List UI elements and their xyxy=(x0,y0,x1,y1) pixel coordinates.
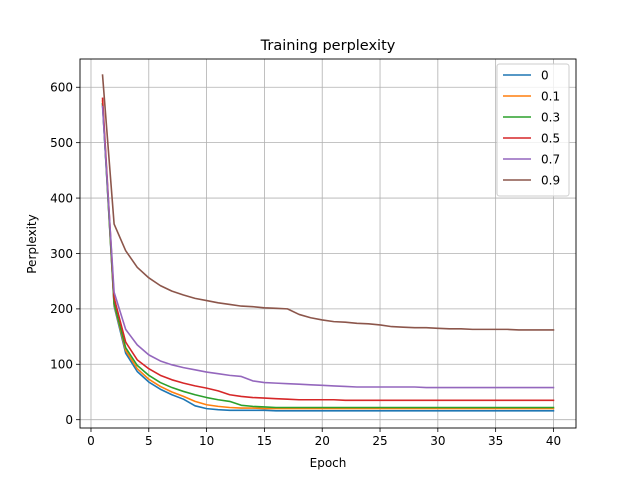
series-line-0.5 xyxy=(101,97,555,402)
legend-box xyxy=(496,63,570,197)
x-tick-label: 30 xyxy=(430,434,445,448)
x-tick-label: 25 xyxy=(372,434,387,448)
y-tick-label: 500 xyxy=(50,136,73,150)
plot-frame xyxy=(79,58,577,429)
y-tick-label: 400 xyxy=(50,191,73,205)
y-tick-label: 300 xyxy=(50,247,73,261)
grid xyxy=(80,59,576,428)
x-tick-label: 5 xyxy=(145,434,153,448)
legend-label: 0.3 xyxy=(541,110,560,124)
series-line-0 xyxy=(101,103,555,412)
x-tick-label: 40 xyxy=(546,434,561,448)
legend-label: 0.5 xyxy=(541,131,560,145)
legend-label: 0.9 xyxy=(541,173,560,187)
x-tick-label: 10 xyxy=(199,434,214,448)
y-axis-label: Perplexity xyxy=(25,214,39,274)
chart-title: Training perplexity xyxy=(260,38,396,54)
legend-label: 0.7 xyxy=(541,152,560,166)
series-line-0.9 xyxy=(101,74,555,331)
legend-label: 0 xyxy=(541,68,549,82)
x-tick-label: 20 xyxy=(315,434,330,448)
x-tick-label: 35 xyxy=(488,434,503,448)
x-axis-label: Epoch xyxy=(310,456,347,470)
y-tick-label: 600 xyxy=(50,81,73,95)
series-line-0.1 xyxy=(101,100,555,410)
y-tick-label: 200 xyxy=(50,302,73,316)
y-tick-label: 0 xyxy=(65,413,73,427)
y-tick-label: 100 xyxy=(50,358,73,372)
legend-label: 0.1 xyxy=(541,89,560,103)
series-line-0.3 xyxy=(101,103,555,409)
series-lines xyxy=(101,74,555,412)
series-line-0.7 xyxy=(101,105,555,389)
x-tick-label: 15 xyxy=(257,434,272,448)
legend: 0 0.1 0.3 0.5 0.7 0.9 xyxy=(496,63,570,197)
x-tick-label: 0 xyxy=(87,434,95,448)
